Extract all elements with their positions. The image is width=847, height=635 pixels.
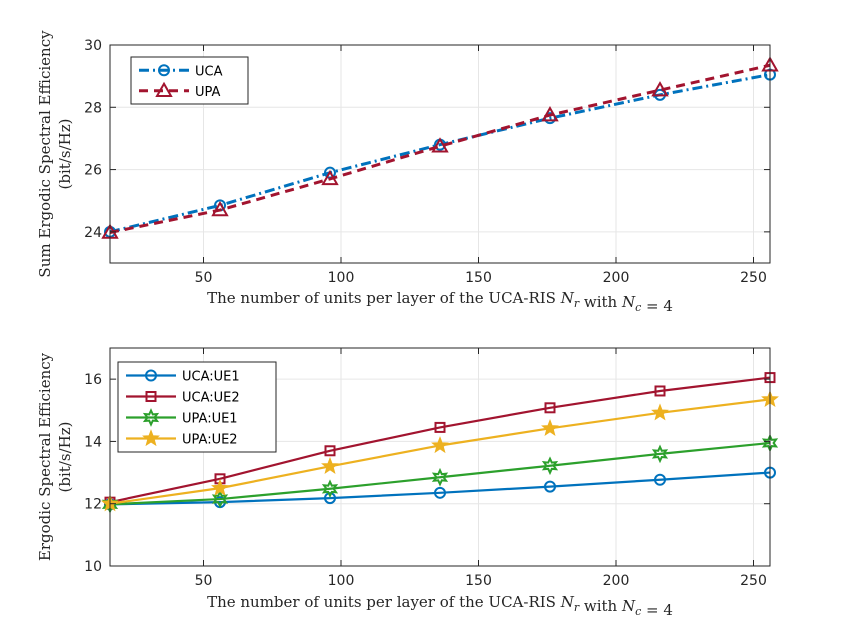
data-point — [211, 489, 229, 509]
x-axis-label: The number of units per layer of the UCA… — [207, 289, 673, 315]
data-point — [324, 492, 336, 505]
legend-entry: UCA:UE2 — [126, 391, 240, 406]
series-line — [109, 441, 771, 506]
y-axis-label: Sum Ergodic Spectral Efficiency — [36, 30, 54, 278]
legend-label: UCA:UE1 — [182, 370, 240, 385]
axes-box — [109, 347, 771, 567]
y-tick-label: 14 — [84, 434, 102, 450]
series-line — [109, 471, 771, 506]
x-tick-label: 150 — [465, 573, 492, 589]
legend-entry: UPA:UE2 — [126, 429, 238, 448]
data-point — [321, 169, 339, 186]
data-point — [541, 456, 559, 476]
legend-marker — [155, 81, 173, 97]
legend: UCA:UE1 UCA:UE2 UPA:UE1 UPA:UE2 — [117, 361, 277, 453]
legend: UCA UPA — [130, 56, 249, 105]
data-point — [654, 385, 666, 397]
data-point — [434, 486, 446, 499]
x-tick-label: 100 — [328, 270, 355, 286]
y-tick-label: 26 — [84, 163, 102, 179]
y-tick-label: 28 — [84, 100, 102, 116]
x-tick-label: 100 — [328, 573, 355, 589]
data-point — [431, 467, 449, 487]
data-point — [541, 106, 559, 122]
legend-marker — [142, 408, 160, 427]
data-point — [434, 421, 446, 433]
y-axis-label-unit: (bit/s/Hz) — [56, 422, 74, 493]
legend-entry: UCA — [139, 64, 223, 79]
legend-marker — [142, 429, 160, 447]
y-axis-label: Ergodic Spectral Efficiency — [36, 352, 54, 561]
data-point — [654, 473, 666, 486]
legend-marker — [158, 64, 170, 77]
x-tick-label: 50 — [195, 270, 213, 286]
data-point — [321, 456, 339, 474]
y-tick-label: 16 — [84, 372, 102, 388]
legend-entry: UPA — [139, 81, 221, 100]
x-tick-label: 200 — [603, 573, 630, 589]
y-tick-label: 12 — [84, 497, 102, 513]
data-point — [651, 403, 669, 421]
data-point — [544, 402, 556, 414]
x-tick-label: 250 — [740, 270, 767, 286]
legend-entry: UCA:UE1 — [126, 369, 240, 385]
y-tick-label: 30 — [84, 38, 102, 54]
legend-marker — [145, 391, 157, 402]
legend-marker — [145, 369, 157, 382]
series-line — [109, 63, 771, 234]
data-point — [211, 478, 229, 496]
y-tick-label: 24 — [84, 225, 102, 241]
legend-box — [130, 56, 249, 105]
data-point — [541, 418, 559, 436]
chart-bottom: 50 100 150 200 250 10 12 14 16 The number of unit… — [36, 347, 779, 619]
legend-label: UPA:UE1 — [182, 412, 238, 427]
data-point — [544, 480, 556, 493]
axes-box — [109, 44, 771, 264]
x-tick-label: 200 — [603, 270, 630, 286]
y-tick-label: 10 — [84, 559, 102, 575]
data-point — [321, 479, 339, 499]
x-tick-label: 250 — [740, 573, 767, 589]
legend-label: UCA:UE2 — [182, 391, 240, 406]
data-point — [431, 137, 449, 153]
legend-entry: UPA:UE1 — [126, 408, 238, 427]
series-upa-ue1 — [101, 433, 779, 514]
x-tick-label: 50 — [195, 573, 213, 589]
data-point — [651, 81, 669, 97]
data-point — [431, 436, 449, 454]
data-point — [651, 444, 669, 464]
legend-label: UPA:UE2 — [182, 433, 238, 448]
legend-label: UCA — [195, 64, 223, 79]
data-point — [324, 445, 336, 457]
legend-label: UPA — [195, 85, 221, 100]
data-point — [211, 201, 229, 217]
x-tick-label: 150 — [465, 270, 492, 286]
y-axis-label-unit: (bit/s/Hz) — [56, 119, 74, 190]
chart-top: 50 100 150 200 250 24 26 28 30 The number of unit… — [36, 30, 779, 315]
x-axis-label: The number of units per layer of the UCA… — [207, 593, 673, 619]
